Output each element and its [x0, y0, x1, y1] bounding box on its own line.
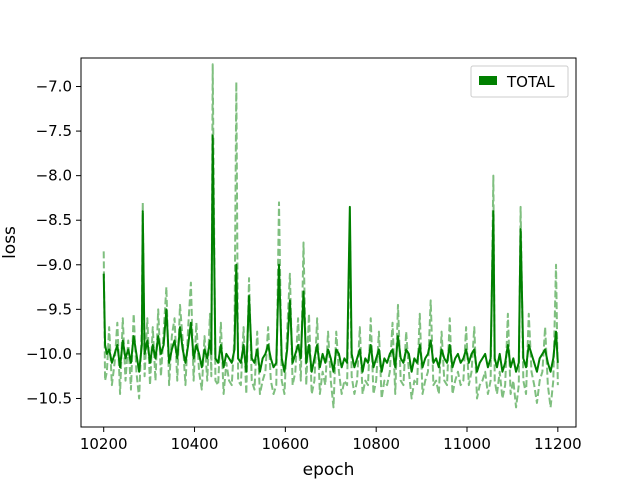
- y-tick-label: −7.5: [36, 122, 72, 140]
- x-tick-label: 11200: [534, 435, 582, 453]
- legend-box: [470, 65, 569, 98]
- y-tick-label: −7.0: [36, 78, 72, 96]
- legend-entry-total: TOTAL: [506, 73, 555, 91]
- series-line-dashed: [102, 63, 559, 409]
- y-tick-label: −9.5: [36, 300, 72, 318]
- y-tick-label: −8.5: [36, 211, 72, 229]
- series-line-total: [102, 134, 559, 373]
- legend: TOTAL: [470, 65, 569, 98]
- y-axis: −10.5 −10.0 −9.5 −9.0 −8.5 −8.0 −7.5 −7.0: [26, 78, 81, 407]
- x-tick-label: 10800: [352, 435, 400, 453]
- legend-swatch-total: [479, 76, 497, 85]
- y-tick-label: −9.0: [36, 256, 72, 274]
- y-tick-label: −8.0: [36, 167, 72, 185]
- series-layer: [102, 63, 559, 409]
- x-axis-label: epoch: [303, 460, 355, 480]
- y-tick-label: −10.5: [26, 389, 72, 407]
- x-axis: 10200 10400 10600 10800 11000 11200: [80, 427, 582, 453]
- x-tick-label: 10400: [171, 435, 219, 453]
- x-tick-label: 10600: [261, 435, 309, 453]
- x-tick-label: 10200: [80, 435, 128, 453]
- x-tick-label: 11000: [443, 435, 491, 453]
- y-axis-label: loss: [0, 226, 20, 259]
- y-tick-label: −10.0: [26, 345, 72, 363]
- plot-frame: [80, 57, 577, 428]
